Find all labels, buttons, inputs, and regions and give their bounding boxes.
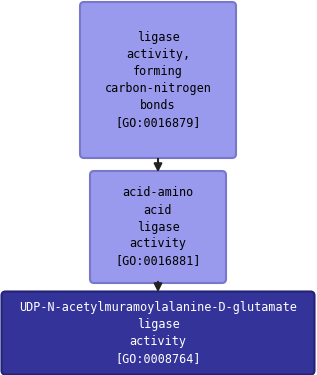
FancyBboxPatch shape	[2, 291, 314, 375]
FancyBboxPatch shape	[90, 171, 226, 283]
Text: ligase
activity,
forming
carbon-nitrogen
bonds
[GO:0016879]: ligase activity, forming carbon-nitrogen…	[105, 31, 211, 129]
Text: acid-amino
acid
ligase
activity
[GO:0016881]: acid-amino acid ligase activity [GO:0016…	[115, 186, 201, 267]
Text: UDP-N-acetylmuramoylalanine-D-glutamate
ligase
activity
[GO:0008764]: UDP-N-acetylmuramoylalanine-D-glutamate …	[19, 301, 297, 365]
FancyBboxPatch shape	[80, 2, 236, 158]
